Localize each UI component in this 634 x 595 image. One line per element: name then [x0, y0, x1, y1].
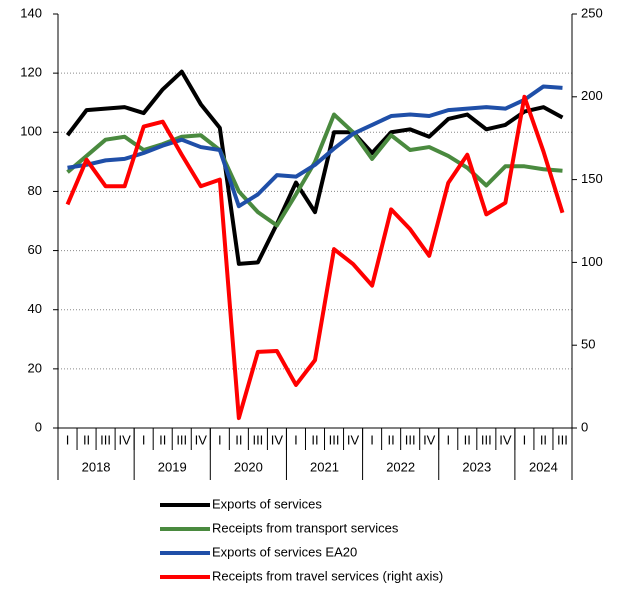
- legend-label: Receipts from transport services: [212, 520, 399, 535]
- series-line: [65, 94, 565, 421]
- x-tick-label: I: [294, 432, 298, 447]
- x-tick-label: I: [66, 432, 70, 447]
- x-tick-label: I: [142, 432, 146, 447]
- y2-tick-label: 0: [581, 419, 588, 434]
- x-tick-label: III: [252, 432, 263, 447]
- series-line: [67, 84, 563, 209]
- x-tick-label: II: [388, 432, 395, 447]
- x-tick-label: II: [235, 432, 242, 447]
- series-line: [66, 112, 563, 228]
- group-label: 2018: [82, 459, 111, 474]
- x-tick-label: IV: [347, 432, 360, 447]
- y2-tick-label: 200: [581, 88, 603, 103]
- x-tick-label: III: [100, 432, 111, 447]
- group-label: 2022: [386, 459, 415, 474]
- x-tick-label: III: [481, 432, 492, 447]
- group-label: 2020: [234, 459, 263, 474]
- y-tick-label: 140: [20, 5, 42, 20]
- x-tick-label: II: [464, 432, 471, 447]
- legend-label: Exports of services: [212, 496, 322, 511]
- legend-label: Exports of services EA20: [212, 544, 357, 559]
- y-tick-label: 120: [20, 65, 42, 80]
- x-tick-label: II: [540, 432, 547, 447]
- legend-label: Receipts from travel services (right axi…: [212, 568, 443, 583]
- x-tick-label: I: [446, 432, 450, 447]
- y2-tick-label: 100: [581, 254, 603, 269]
- x-tick-label: II: [311, 432, 318, 447]
- y2-tick-label: 250: [581, 5, 603, 20]
- y-tick-label: 0: [35, 419, 42, 434]
- group-label: 2023: [462, 459, 491, 474]
- x-tick-label: II: [83, 432, 90, 447]
- y-tick-label: 20: [28, 360, 42, 375]
- group-label: 2021: [310, 459, 339, 474]
- series-line: [65, 69, 564, 266]
- group-label: 2024: [529, 459, 558, 474]
- y2-tick-label: 150: [581, 171, 603, 186]
- x-tick-label: III: [176, 432, 187, 447]
- x-tick-label: IV: [118, 432, 131, 447]
- x-tick-label: I: [523, 432, 527, 447]
- x-tick-label: II: [159, 432, 166, 447]
- y-tick-label: 80: [28, 183, 42, 198]
- x-tick-label: IV: [423, 432, 436, 447]
- x-tick-label: III: [557, 432, 568, 447]
- y2-tick-label: 50: [581, 337, 595, 352]
- x-tick-label: IV: [499, 432, 512, 447]
- x-tick-label: IV: [195, 432, 208, 447]
- group-label: 2019: [158, 459, 187, 474]
- y-tick-label: 100: [20, 124, 42, 139]
- y-tick-label: 60: [28, 242, 42, 257]
- x-tick-label: I: [218, 432, 222, 447]
- x-tick-label: I: [370, 432, 374, 447]
- x-tick-label: III: [405, 432, 416, 447]
- y-tick-label: 40: [28, 301, 42, 316]
- x-tick-label: III: [329, 432, 340, 447]
- x-tick-label: IV: [271, 432, 284, 447]
